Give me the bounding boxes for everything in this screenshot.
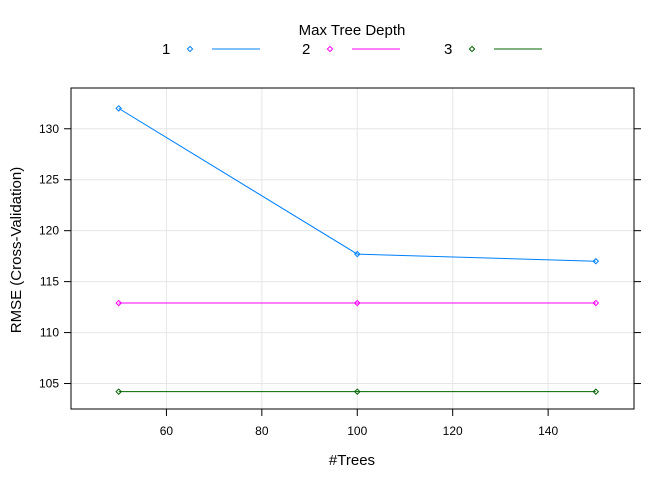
data-point-3: [115, 388, 123, 395]
y-axis-title: RMSE (Cross-Validation): [8, 167, 25, 333]
y-tick-label: 105: [39, 377, 59, 391]
x-tick-label: 60: [160, 424, 174, 438]
y-tick-label: 110: [40, 326, 59, 340]
legend-label-3: 3: [444, 41, 452, 58]
y-tick-label: 115: [40, 275, 59, 289]
legend-title: Max Tree Depth: [299, 22, 406, 39]
data-point-2: [353, 299, 361, 307]
plot-frame: [70, 87, 635, 410]
x-axis-title: #Trees: [329, 452, 375, 469]
legend-marker-2: [326, 45, 334, 53]
y-tick-label: 130: [39, 122, 59, 136]
x-tick-label: 140: [538, 424, 558, 438]
series-lines: [118, 107, 596, 393]
x-tick-label: 100: [347, 424, 367, 438]
data-point-3: [592, 388, 600, 395]
data-point-1: [592, 257, 600, 265]
series-line-1: [118, 107, 596, 262]
data-point-1: [353, 250, 361, 258]
x-tick-label: 80: [255, 424, 269, 438]
data-point-2: [592, 299, 600, 307]
data-points: [115, 105, 600, 395]
legend-marker-3: [468, 45, 476, 53]
y-tick-label: 125: [39, 173, 59, 187]
data-point-1: [115, 105, 123, 112]
x-tick-label: 120: [443, 424, 463, 438]
axis-ticks: 60 80 100 120 140 105 110 115 120 125 130: [39, 122, 641, 438]
data-point-2: [115, 299, 123, 307]
legend-label-1: 1: [162, 41, 170, 58]
legend-marker-1: [186, 45, 194, 53]
y-tick-label: 120: [39, 224, 59, 238]
grid-lines: [71, 88, 634, 409]
legend-label-2: 2: [302, 41, 310, 58]
data-point-3: [353, 388, 361, 395]
legend: Max Tree Depth 1 2 3: [162, 22, 542, 58]
